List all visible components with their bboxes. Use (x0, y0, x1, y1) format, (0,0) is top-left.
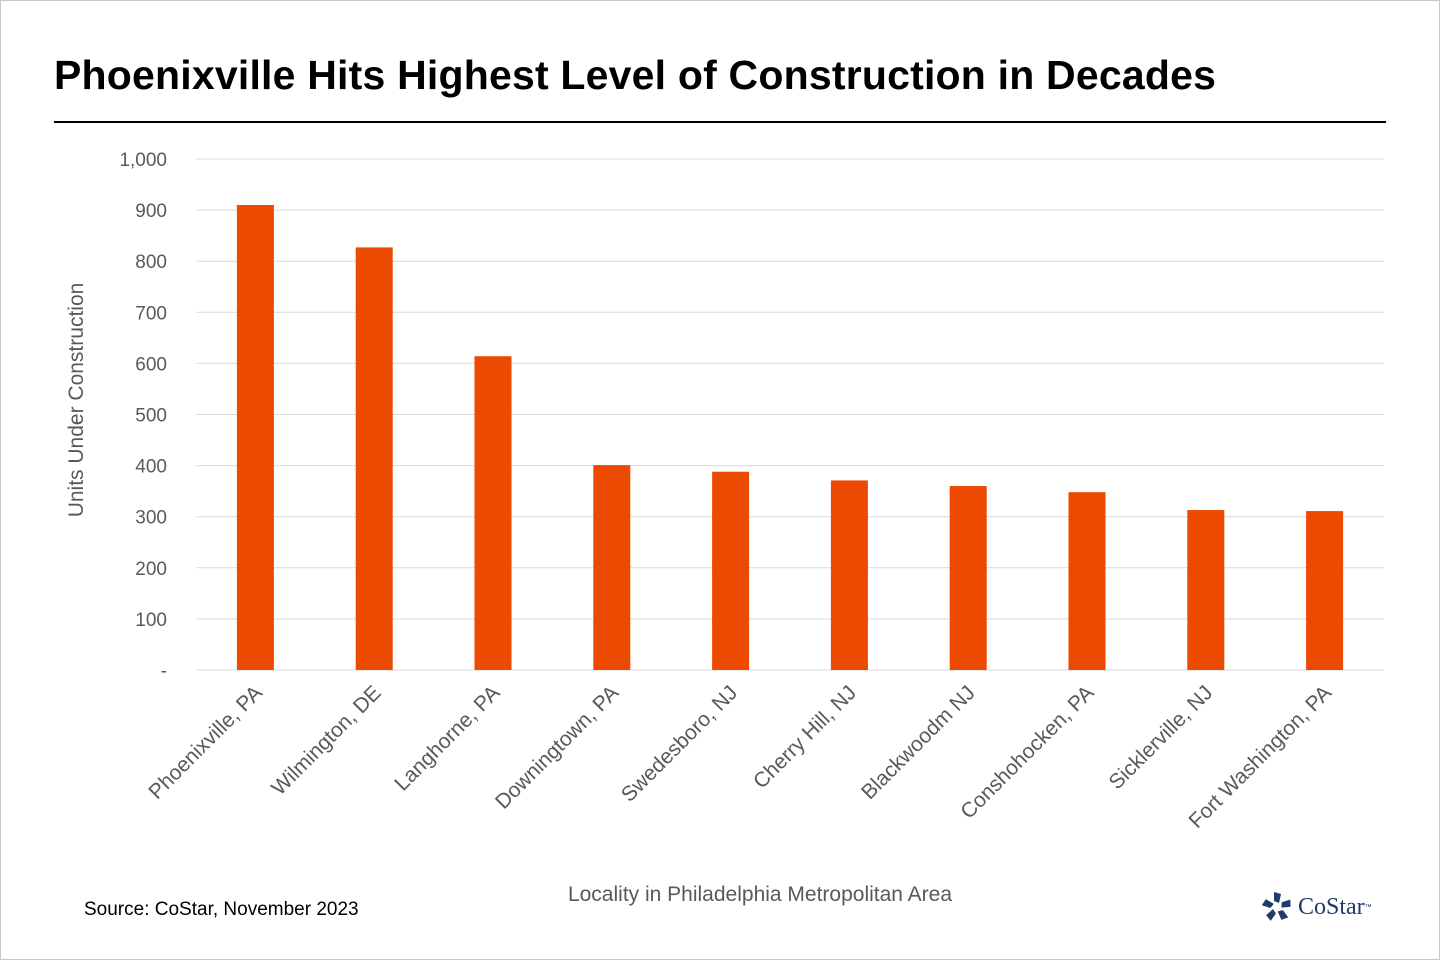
y-tick-label: 300 (135, 508, 167, 529)
x-tick-label: Wilmington, DE (267, 681, 386, 800)
x-tick-label: Phoenixville, PA (144, 681, 266, 803)
x-tick-label: Blackwoodm NJ (857, 681, 980, 804)
x-tick-label: Sicklerville, NJ (1105, 681, 1218, 794)
y-tick-label: 600 (135, 354, 167, 375)
x-tick-label: Langhorne, PA (390, 681, 504, 795)
y-tick-label: 500 (135, 406, 167, 427)
costar-logo-text: CoStar (1298, 893, 1365, 920)
chart-title: Phoenixville Hits Highest Level of Const… (54, 52, 1217, 98)
bar (712, 471, 750, 670)
x-tick-label: Cherry Hill, NJ (749, 681, 861, 793)
bar (830, 480, 868, 670)
bar (593, 465, 631, 670)
bar (1187, 510, 1225, 670)
y-axis-title: Units Under Construction (65, 283, 88, 518)
bar (236, 204, 274, 671)
y-tick-label: 100 (135, 610, 167, 631)
bar (474, 356, 512, 670)
title-underline (54, 121, 1386, 123)
x-tick-label: Downingtown, PA (491, 681, 623, 813)
y-tick-label: 400 (135, 457, 167, 478)
costar-star-icon (1261, 892, 1291, 921)
y-tick-label: 700 (135, 303, 167, 324)
y-tick-label: - (161, 661, 167, 682)
y-tick-label: 900 (135, 201, 167, 222)
bar (1068, 492, 1106, 670)
x-tick-label: Swedesboro, NJ (617, 681, 742, 806)
y-tick-label: 200 (135, 559, 167, 580)
costar-logo: CoStar ™ (1260, 890, 1372, 924)
y-tick-label: 1,000 (119, 150, 167, 171)
y-tick-label: 800 (135, 252, 167, 273)
x-axis-title: Locality in Philadelphia Metropolitan Ar… (568, 883, 952, 906)
costar-logo-tm: ™ (1364, 903, 1372, 911)
source-note: Source: CoStar, November 2023 (84, 899, 359, 920)
x-tick-label: Conshohocken, PA (956, 681, 1098, 823)
bar (1306, 511, 1344, 670)
bar (949, 486, 987, 670)
bar (355, 247, 393, 670)
